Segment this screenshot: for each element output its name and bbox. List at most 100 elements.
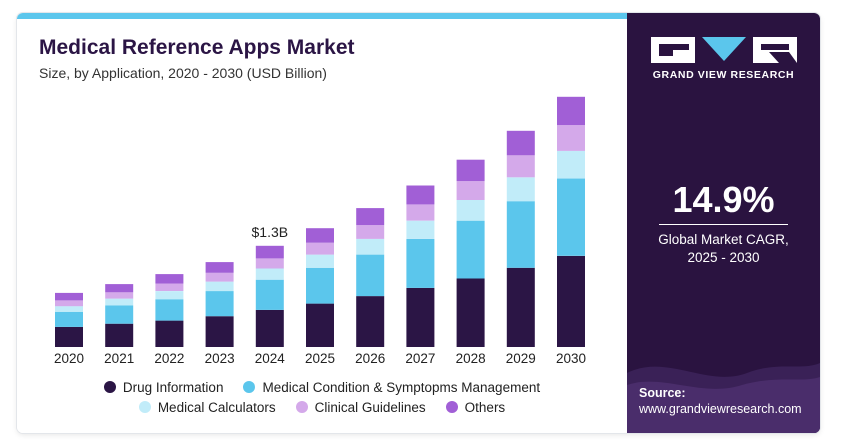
bar-segment-2025-5 xyxy=(306,228,334,243)
bar-segment-2022-2 xyxy=(155,299,184,321)
legend-label: Medical Condition & Symptopms Management xyxy=(262,379,541,395)
bar-segment-2028-1 xyxy=(456,278,485,347)
legend-item-medical-calculators: Medical Calculators xyxy=(138,399,276,415)
legend-swatch-medical-calculators xyxy=(138,401,151,413)
bar-segment-2030-5 xyxy=(557,96,585,126)
legend-item-others: Others xyxy=(445,399,506,415)
bar-segment-2023-3 xyxy=(205,281,234,291)
bar-segment-2024-4 xyxy=(255,258,284,269)
x-tick-label: 2030 xyxy=(556,351,586,366)
bar-segment-2024-3 xyxy=(255,268,284,280)
bar-segment-2030-4 xyxy=(557,125,585,151)
bar-segment-2024-2 xyxy=(255,279,284,310)
bar-segment-2020-3 xyxy=(55,306,83,312)
bar-segment-2020-2 xyxy=(55,311,83,327)
legend-label: Clinical Guidelines xyxy=(314,399,426,415)
bar-segment-2029-5 xyxy=(506,130,535,156)
bar-segment-2021-4 xyxy=(105,292,134,299)
bar-segment-2020-1 xyxy=(55,326,83,347)
bar-segment-2021-3 xyxy=(105,298,134,306)
bar-segment-2022-3 xyxy=(155,291,184,300)
legend-item-drug-information: Drug Information xyxy=(103,379,224,395)
stacked-bar-chart: 2020 2021 2022 2023 2024 $1.3B 2025 2026 2027 202… xyxy=(54,96,586,366)
bar-segment-2022-5 xyxy=(155,274,184,284)
legend-label: Others xyxy=(464,399,506,415)
bar-segment-2028-4 xyxy=(456,181,485,200)
bar-segment-2026-3 xyxy=(356,238,385,255)
bar-segment-2029-4 xyxy=(506,155,535,178)
bar-segment-2025-3 xyxy=(306,254,334,268)
divider xyxy=(659,224,788,225)
bar-segment-2030-1 xyxy=(557,255,585,347)
bar-segment-2023-4 xyxy=(205,272,234,282)
bar-segment-2023-1 xyxy=(205,316,234,347)
accent-bar xyxy=(17,13,627,19)
bar-segment-2020-4 xyxy=(55,300,83,307)
legend-swatch-medical-condition xyxy=(243,381,256,393)
bar-segment-2025-1 xyxy=(306,303,334,347)
bar-segment-2021-1 xyxy=(105,323,134,347)
legend-swatch-drug-information xyxy=(103,381,116,393)
x-tick-label: 2026 xyxy=(355,351,385,366)
bar-segment-2027-4 xyxy=(406,204,435,221)
x-tick-label: 2025 xyxy=(305,351,335,366)
bar-segment-2027-3 xyxy=(406,220,435,239)
bar-segment-2023-5 xyxy=(205,262,234,273)
bar-segment-2025-2 xyxy=(306,267,334,304)
bar-segment-2022-1 xyxy=(155,320,184,347)
bar-segment-2026-4 xyxy=(356,225,385,239)
source-url[interactable]: www.grandviewresearch.com xyxy=(639,402,802,416)
brand-logo xyxy=(651,37,797,63)
bar-segment-2026-1 xyxy=(356,296,385,347)
cagr-label-line: Global Market CAGR, xyxy=(658,232,789,247)
chart-title: Medical Reference Apps Market xyxy=(39,36,355,59)
bar-segment-2021-2 xyxy=(105,305,134,324)
bar-segment-2027-1 xyxy=(406,287,435,347)
chart-subtitle: Size, by Application, 2020 - 2030 (USD B… xyxy=(39,65,327,81)
x-tick-label: 2029 xyxy=(506,351,536,366)
infographic-card: Medical Reference Apps Market Size, by A… xyxy=(17,13,820,433)
legend-row: Medical Calculators Clinical Guidelines … xyxy=(17,397,627,417)
bar-segment-2020-5 xyxy=(55,292,83,301)
bar-segment-2029-1 xyxy=(506,267,535,347)
x-tick-label: 2028 xyxy=(456,351,486,366)
legend-swatch-others xyxy=(445,401,458,413)
cagr-label-line: 2025 - 2030 xyxy=(687,250,760,265)
bar-segment-2027-5 xyxy=(406,185,435,205)
legend-label: Medical Calculators xyxy=(157,399,276,415)
bar-segment-2024-1 xyxy=(255,309,284,347)
chart-panel: Medical Reference Apps Market Size, by A… xyxy=(17,13,627,433)
x-tick-label: 2020 xyxy=(54,351,84,366)
chart-legend: Drug Information Medical Condition & Sym… xyxy=(17,377,627,417)
source-label: Source: xyxy=(639,386,686,400)
cagr-value: 14.9% xyxy=(672,179,775,220)
legend-item-medical-condition: Medical Condition & Symptopms Management xyxy=(243,380,540,395)
bar-segment-2024-5 xyxy=(255,245,284,259)
bar-segment-2026-2 xyxy=(356,254,385,297)
bar-segment-2028-2 xyxy=(456,220,485,279)
bar-segment-2023-2 xyxy=(205,291,234,317)
x-tick-label: 2022 xyxy=(154,351,184,366)
bar-segment-2027-2 xyxy=(406,238,435,288)
sidebar-panel: GRAND VIEW RESEARCH 14.9% Global Market … xyxy=(627,13,820,433)
bar-segment-2028-5 xyxy=(456,159,485,182)
bar-segment-2029-3 xyxy=(506,177,535,202)
bar-segment-2030-3 xyxy=(557,150,585,179)
data-label: $1.3B xyxy=(252,224,289,240)
x-tick-label: 2021 xyxy=(104,351,134,366)
legend-label: Drug Information xyxy=(122,379,224,395)
bar-segment-2022-4 xyxy=(155,283,184,291)
decorative-wave xyxy=(627,363,820,433)
x-tick-label: 2024 xyxy=(255,351,286,366)
x-tick-label: 2023 xyxy=(205,351,235,366)
legend-swatch-clinical-guidelines xyxy=(295,401,308,413)
bar-segment-2030-2 xyxy=(557,178,585,256)
bar-segment-2026-5 xyxy=(356,208,385,226)
cagr-label: Global Market CAGR, 2025 - 2030 xyxy=(627,231,820,267)
bar-segment-2028-3 xyxy=(456,199,485,221)
brand-name: GRAND VIEW RESEARCH xyxy=(652,69,795,81)
x-tick-label: 2027 xyxy=(405,351,435,366)
bar-segment-2029-2 xyxy=(506,201,535,268)
bar-segment-2021-5 xyxy=(105,284,134,293)
bar-segment-2025-4 xyxy=(306,242,334,255)
